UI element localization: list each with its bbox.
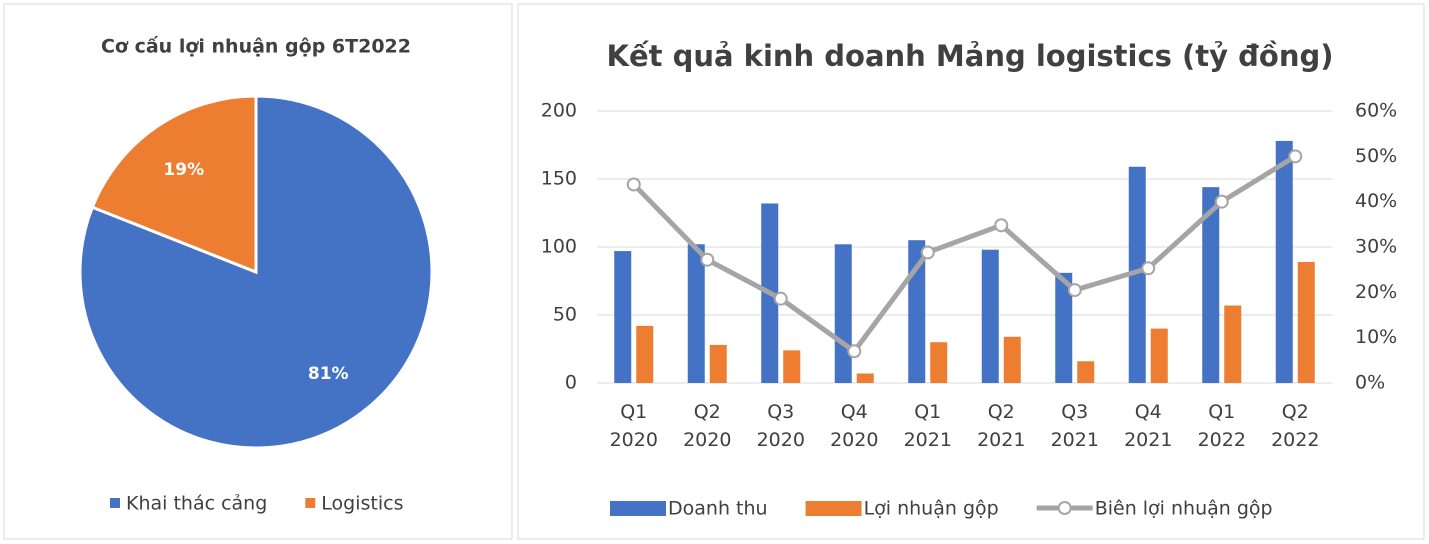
legend-swatch [110,498,120,508]
y2-tick-label: 30% [1355,236,1397,258]
x-tick-label: Q2 2022 [1271,401,1320,451]
pie-title: Cơ cấu lợi nhuận gộp 6T2022 [101,35,411,58]
bar [687,244,705,383]
line-marker [626,177,641,192]
x-tick-label: Q3 2021 [1050,401,1099,451]
pie-slice [90,94,258,275]
y2-tick-label: 20% [1355,281,1397,303]
y-tick-label: 50 [553,304,577,326]
x-tick-label: Q1 2020 [609,401,658,451]
x-tick-label: Q1 2022 [1197,401,1246,451]
line-marker [1214,194,1229,209]
line-marker [847,344,862,359]
line-marker [1288,149,1303,164]
line-marker [1067,283,1082,298]
bar [1055,272,1073,383]
y-tick-label: 0 [565,372,577,394]
legend-label: Lợi nhuận gộp [864,498,999,520]
bar [1297,261,1315,383]
line-marker [700,252,715,267]
line-marker [994,218,1009,233]
bar [1275,140,1293,383]
bar [1077,361,1095,383]
data-label: 81% [308,364,349,384]
y-tick-label: 100 [541,236,577,258]
combo-panel [517,3,1425,540]
x-tick-label: Q2 2020 [683,401,732,451]
legend-swatch [1057,501,1072,515]
line [631,154,1297,355]
legend-label: Biên lợi nhuận gộp [1095,498,1273,520]
bar [1202,187,1220,383]
x-tick-label: Q3 2020 [756,401,805,451]
legend-label: Doanh thu [668,498,768,520]
bar [614,251,632,383]
y-tick-label: 150 [541,168,577,190]
bar [1224,305,1242,383]
bar [636,325,654,383]
bar [1003,336,1021,383]
line-marker [1141,261,1156,276]
legend-swatch [805,501,862,516]
y2-tick-label: 50% [1355,145,1397,167]
bar [930,342,948,383]
bar [1150,328,1168,383]
x-tick-label: Q2 2021 [977,401,1026,451]
x-tick-label: Q4 2020 [830,401,879,451]
bar [709,344,727,383]
y2-tick-label: 60% [1355,100,1397,122]
x-tick-label: Q1 2021 [903,401,952,451]
legend-label: Khai thác cảng [126,493,267,515]
combo-title: Kết quả kinh doanh Mảng logistics (tỷ đồ… [607,39,1334,73]
line-marker [773,291,788,306]
bar [783,350,801,383]
x-tick-label: Q4 2021 [1124,401,1173,451]
pie-slice [78,94,434,450]
bar [1128,166,1146,383]
data-label: 19% [163,160,204,180]
y-tick-label: 200 [541,100,577,122]
y2-tick-label: 0% [1355,372,1385,394]
y2-tick-label: 40% [1355,190,1397,212]
legend-swatch [305,498,316,508]
legend-swatch [610,501,666,516]
bar [981,249,999,383]
y2-tick-label: 10% [1355,326,1397,348]
line-marker [920,245,935,260]
bar [834,244,852,383]
legend-label: Logistics [321,493,403,515]
bar [856,373,874,383]
